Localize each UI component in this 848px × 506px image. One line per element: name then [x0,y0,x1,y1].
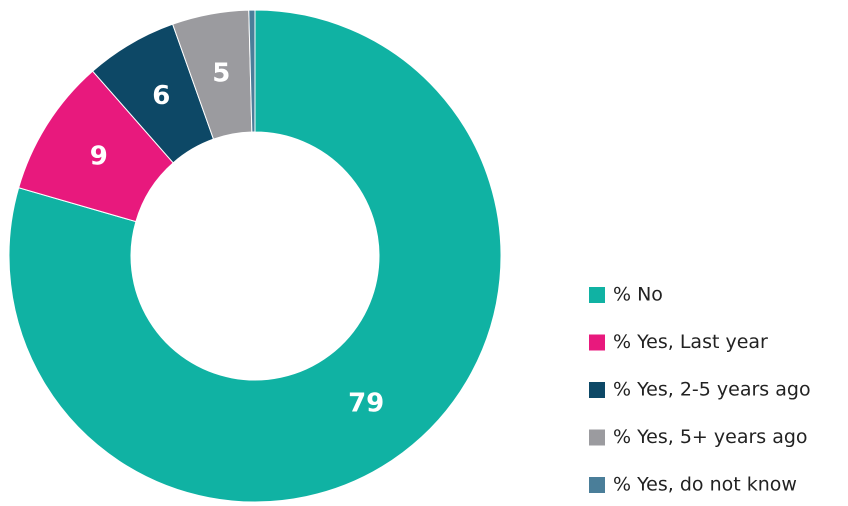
legend-swatch [589,477,605,493]
legend-label: % Yes, Last year [613,331,768,353]
legend-swatch [589,429,605,446]
legend-label: % Yes, 5+ years ago [613,426,808,448]
data-label: 79 [348,388,384,418]
legend-swatch [589,287,605,303]
donut-segment [248,9,256,133]
data-label: 6 [152,81,170,111]
legend-swatch [589,334,605,351]
legend-label: % No [613,284,663,306]
donut-segment [8,9,502,503]
data-label: 9 [90,141,108,171]
data-label: 5 [212,59,230,89]
legend-swatch [589,382,605,398]
legend-label: % Yes, do not know [613,474,797,496]
legend-label: % Yes, 2-5 years ago [613,379,811,401]
